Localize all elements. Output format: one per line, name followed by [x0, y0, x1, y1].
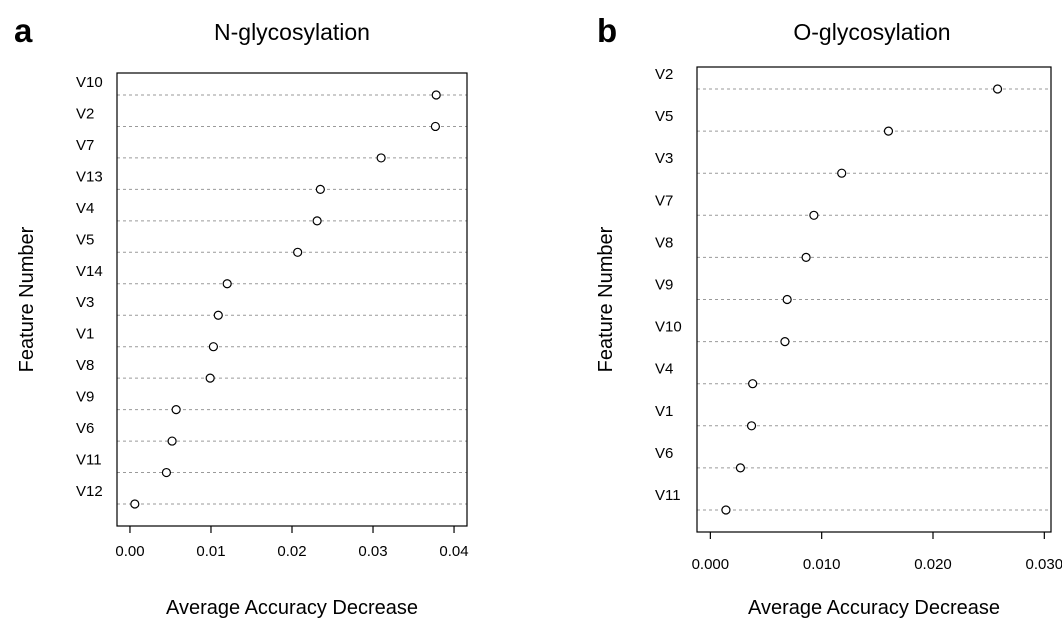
y-tick-label: V5 — [76, 231, 94, 248]
y-tick-label: V11 — [655, 487, 681, 504]
plot-frame — [116, 72, 468, 527]
data-point — [315, 184, 325, 194]
data-point — [746, 421, 757, 431]
data-point — [801, 252, 811, 262]
y-axis-label: Feature Number — [16, 226, 38, 372]
data-point — [430, 121, 441, 132]
data-point — [293, 247, 303, 257]
data-point — [782, 294, 792, 305]
plot-frame — [696, 66, 1052, 533]
y-tick-label: V4 — [655, 361, 673, 378]
y-tick-label: V2 — [655, 66, 673, 83]
x-axis-label: Average Accuracy Decrease — [748, 597, 1000, 619]
data-point — [161, 467, 172, 478]
y-tick-label: V10 — [655, 319, 682, 336]
chart-title: N-glycosylation — [214, 19, 370, 45]
data-point — [213, 310, 223, 320]
y-tick-label: V4 — [76, 200, 94, 217]
y-tick-label: V7 — [655, 192, 673, 209]
data-point — [376, 153, 386, 163]
data-point — [431, 90, 441, 100]
x-tick-label: 0.000 — [692, 556, 730, 573]
y-tick-label: V10 — [76, 74, 103, 91]
x-tick-label: 0.01 — [196, 543, 225, 560]
data-point — [130, 499, 140, 509]
y-axis-label: Feature Number — [595, 226, 617, 372]
data-point — [837, 168, 847, 178]
y-tick-label: V6 — [655, 445, 673, 462]
y-tick-label: V2 — [76, 105, 94, 122]
x-tick-label: 0.03 — [358, 543, 387, 560]
data-point — [205, 373, 215, 383]
data-point — [222, 279, 232, 289]
y-tick-label: V5 — [655, 108, 673, 125]
y-tick-label: V6 — [76, 420, 94, 437]
data-point — [780, 337, 790, 347]
y-tick-label: V1 — [655, 403, 673, 420]
y-tick-label: V1 — [76, 326, 94, 343]
y-tick-label: V11 — [76, 452, 102, 469]
data-point — [208, 342, 219, 352]
data-point — [883, 126, 894, 136]
y-tick-label: V12 — [76, 483, 103, 500]
x-tick-label: 0.030 — [1026, 556, 1062, 573]
x-tick-label: 0.04 — [439, 543, 468, 560]
data-point — [748, 379, 758, 389]
panel-letter: b — [597, 12, 617, 49]
y-tick-label: V3 — [76, 294, 94, 311]
chart-panel-a: a N-glycosylation V10 V2 V7 V13 V4 V5 V14 V3 V1 V8 V… — [14, 12, 469, 619]
x-tick-label: 0.00 — [115, 543, 144, 560]
data-point — [735, 463, 746, 473]
x-tick-label: 0.020 — [914, 556, 952, 573]
x-axis-label: Average Accuracy Decrease — [166, 597, 418, 619]
x-tick-label: 0.010 — [803, 556, 841, 573]
y-tick-label: V14 — [76, 263, 103, 280]
y-tick-label: V9 — [655, 277, 673, 294]
y-tick-label: V8 — [76, 357, 94, 374]
y-tick-label: V13 — [76, 168, 103, 185]
y-tick-label: V3 — [655, 150, 673, 167]
y-tick-label: V7 — [76, 137, 94, 154]
data-point — [171, 405, 181, 415]
y-tick-label: V8 — [655, 234, 673, 251]
data-point — [312, 216, 322, 226]
data-point — [721, 505, 731, 515]
data-point — [992, 84, 1003, 94]
data-point — [167, 436, 177, 446]
chart-title: O-glycosylation — [793, 19, 950, 45]
panel-letter: a — [14, 12, 33, 49]
x-tick-label: 0.02 — [277, 543, 306, 560]
data-point — [809, 210, 819, 220]
y-tick-label: V9 — [76, 389, 94, 406]
chart-panel-b: b O-glycosylation V2 V5 V3 V7 V8 V9 V10 V4 V1 V6 V11… — [595, 12, 1062, 619]
